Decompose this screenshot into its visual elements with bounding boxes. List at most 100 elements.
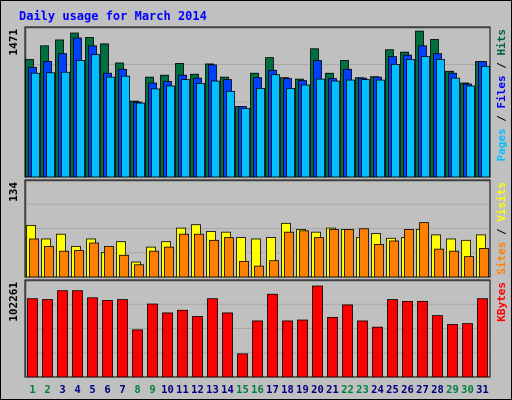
day-label-26: 26 [401, 384, 414, 396]
traffic-bar-pages-day-24 [376, 79, 385, 178]
day-label-18: 18 [281, 384, 294, 396]
visits-legend-separator: / [495, 222, 508, 242]
traffic-bar-pages-day-19 [301, 84, 310, 178]
visits-series-legend: Sites / Visits [495, 182, 508, 275]
traffic-legend-separator: / [495, 56, 508, 76]
kbytes-bar-kbytes-day-28 [432, 315, 443, 378]
kbytes-bar-kbytes-day-9 [147, 303, 158, 378]
kbytes-bar-kbytes-day-19 [297, 319, 308, 378]
kbytes-bar-kbytes-day-20 [312, 285, 323, 378]
visits-bar-sites-day-10 [164, 246, 174, 278]
visits-max-label: 134 [7, 182, 20, 202]
visits-bar-sites-day-7 [119, 254, 129, 278]
day-label-24: 24 [371, 384, 384, 396]
traffic-bar-pages-day-23 [361, 79, 370, 178]
traffic-bar-pages-day-7 [121, 75, 130, 178]
traffic-bar-pages-day-12 [196, 83, 205, 178]
day-label-15: 15 [236, 384, 249, 396]
day-label-12: 12 [191, 384, 204, 396]
visits-bar-sites-day-12 [194, 233, 204, 278]
kbytes-bar-kbytes-day-21 [327, 316, 338, 378]
day-label-27: 27 [416, 384, 429, 396]
traffic-bar-pages-day-11 [181, 79, 190, 178]
visits-bar-sites-day-22 [344, 229, 354, 278]
traffic-bar-pages-day-26 [406, 59, 415, 178]
visits-bar-sites-day-31 [479, 248, 489, 278]
day-label-14: 14 [221, 384, 234, 396]
kbytes-max-label: 102261 [7, 282, 20, 322]
traffic-legend-separator: / [495, 109, 508, 129]
visits-legend-entry: Visits [495, 182, 508, 222]
traffic-bar-pages-day-17 [271, 74, 280, 178]
traffic-legend-entry: Pages [495, 128, 508, 161]
visits-bar-sites-day-27 [419, 222, 429, 278]
visits-bar-sites-day-23 [359, 228, 369, 278]
visits-bar-sites-day-20 [314, 237, 324, 278]
day-label-5: 5 [89, 384, 95, 396]
day-label-21: 21 [326, 384, 339, 396]
day-label-31: 31 [476, 384, 489, 396]
kbytes-bar-kbytes-day-25 [387, 299, 398, 378]
kbytes-bar-kbytes-day-31 [477, 298, 488, 378]
visits-bar-sites-day-26 [404, 229, 414, 278]
traffic-legend-entry: Files [495, 75, 508, 108]
traffic-bar-pages-day-9 [151, 88, 160, 178]
kbytes-bar-kbytes-day-15 [237, 353, 248, 378]
traffic-bar-pages-day-22 [346, 79, 355, 178]
kbytes-legend-entry: KBytes [495, 282, 508, 322]
visits-bar-sites-day-3 [59, 250, 69, 278]
visits-bar-sites-day-14 [224, 237, 234, 278]
traffic-bar-pages-day-27 [421, 56, 430, 178]
day-label-28: 28 [431, 384, 444, 396]
kbytes-bar-kbytes-day-11 [177, 309, 188, 378]
visits-bar-sites-day-6 [104, 246, 114, 278]
day-label-17: 17 [266, 384, 279, 396]
traffic-bar-pages-day-1 [31, 72, 40, 178]
traffic-bar-pages-day-13 [211, 80, 220, 178]
visits-bar-sites-day-5 [89, 242, 99, 278]
visits-bar-sites-day-8 [134, 264, 144, 278]
day-label-10: 10 [161, 384, 174, 396]
traffic-bar-pages-day-31 [481, 65, 490, 178]
kbytes-bar-kbytes-day-10 [162, 312, 173, 378]
kbytes-bar-kbytes-day-5 [87, 297, 98, 378]
visits-bar-sites-day-11 [179, 233, 189, 278]
kbytes-bar-kbytes-day-24 [372, 326, 383, 378]
kbytes-bar-kbytes-day-29 [447, 324, 458, 378]
traffic-bar-pages-day-16 [256, 88, 265, 178]
kbytes-bar-kbytes-day-3 [57, 290, 68, 378]
traffic-legend-entry: Hits [495, 29, 508, 56]
day-label-8: 8 [134, 384, 140, 396]
kbytes-bar-kbytes-day-22 [342, 304, 353, 378]
traffic-max-label: 1471 [7, 29, 20, 56]
day-label-23: 23 [356, 384, 369, 396]
day-label-16: 16 [251, 384, 264, 396]
kbytes-bar-kbytes-day-18 [282, 320, 293, 378]
traffic-bar-pages-day-5 [91, 54, 100, 178]
visits-bar-sites-day-29 [449, 250, 459, 278]
day-label-30: 30 [461, 384, 474, 396]
day-label-25: 25 [386, 384, 399, 396]
kbytes-bar-kbytes-day-16 [252, 320, 263, 378]
kbytes-bar-kbytes-day-26 [402, 300, 413, 378]
traffic-bar-pages-day-18 [286, 88, 295, 178]
visits-bar-sites-day-19 [299, 230, 309, 278]
day-label-6: 6 [104, 384, 110, 396]
kbytes-bar-kbytes-day-12 [192, 316, 203, 378]
traffic-bar-pages-day-6 [106, 76, 115, 178]
traffic-bar-pages-day-4 [76, 60, 85, 178]
kbytes-bar-kbytes-day-4 [72, 290, 83, 378]
chart-title: Daily usage for March 2014 [19, 9, 207, 23]
traffic-bar-pages-day-3 [61, 71, 70, 178]
visits-bar-sites-day-24 [374, 244, 384, 278]
kbytes-bar-kbytes-day-17 [267, 293, 278, 378]
day-label-3: 3 [59, 384, 65, 396]
kbytes-bar-kbytes-day-2 [42, 299, 53, 378]
kbytes-bar-kbytes-day-27 [417, 300, 428, 378]
traffic-bar-pages-day-28 [436, 59, 445, 178]
traffic-bar-pages-day-15 [241, 108, 250, 178]
day-label-29: 29 [446, 384, 459, 396]
kbytes-bar-kbytes-day-14 [222, 312, 233, 378]
day-label-7: 7 [119, 384, 125, 396]
